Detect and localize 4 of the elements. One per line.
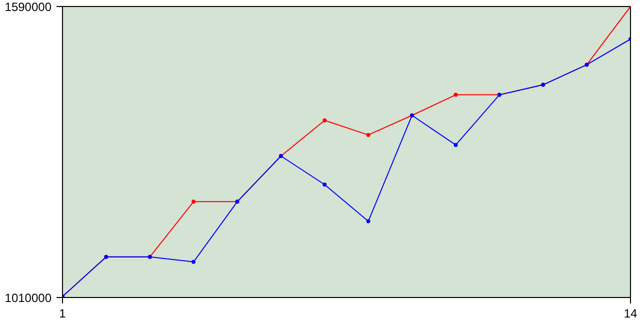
y-tick-label: 1010000	[4, 291, 52, 305]
x-tick-label: 14	[624, 306, 638, 320]
y-tick-label: 1590000	[4, 0, 52, 14]
x-tick-label: 1	[59, 306, 66, 320]
